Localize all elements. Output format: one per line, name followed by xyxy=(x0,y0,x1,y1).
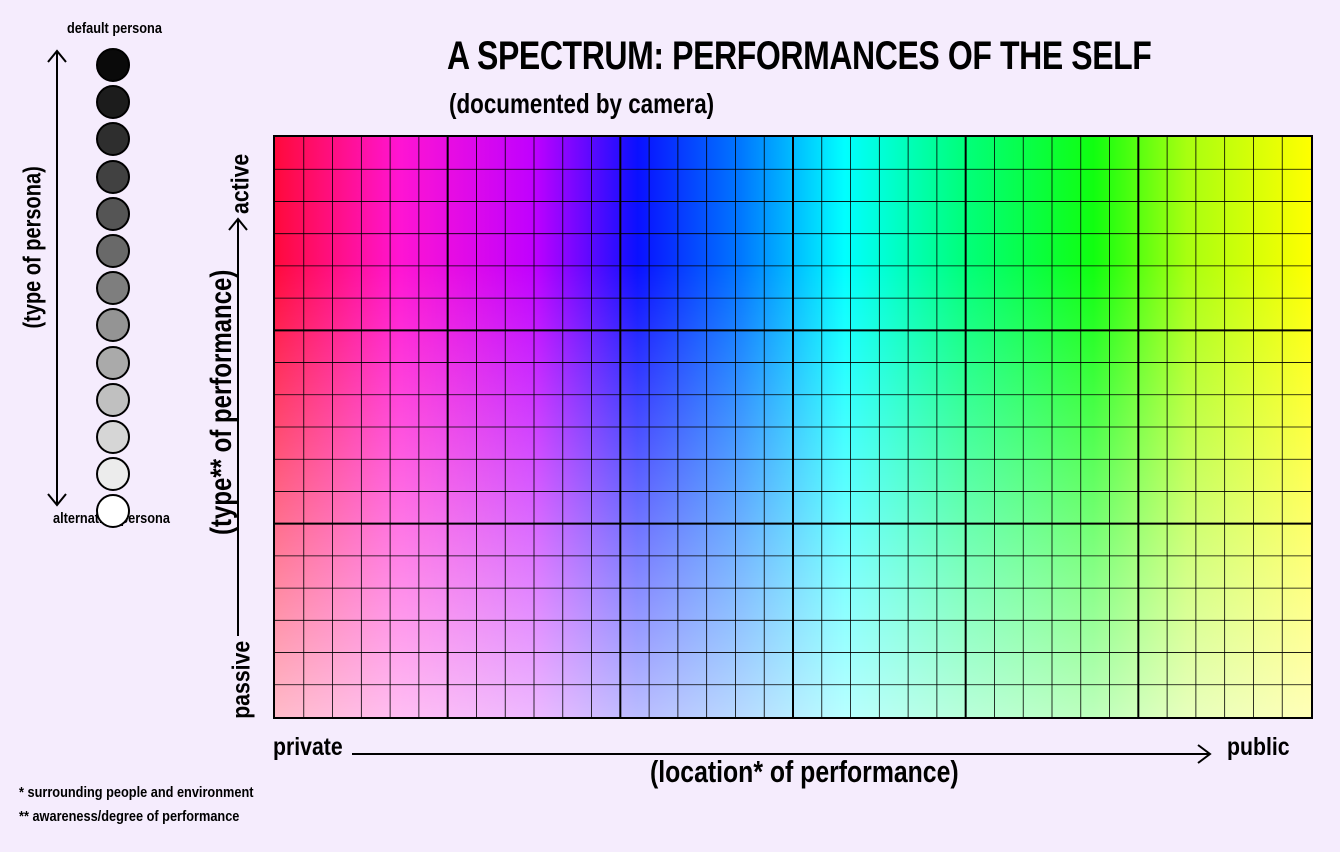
persona-axis-label: (type of persona) xyxy=(18,166,47,329)
persona-circle xyxy=(96,345,130,380)
x-axis-label: (location* of performance) xyxy=(650,754,959,789)
footnote-2: ** awareness/degree of performance xyxy=(19,808,240,825)
persona-arrow xyxy=(47,49,67,507)
persona-circle xyxy=(96,271,130,306)
persona-circle xyxy=(96,494,130,529)
persona-circles xyxy=(96,48,130,531)
default-persona-label: default persona xyxy=(67,20,162,37)
persona-circle xyxy=(96,122,130,157)
persona-circle xyxy=(96,308,130,343)
spectrum-grid xyxy=(273,135,1313,719)
persona-circle xyxy=(96,196,130,231)
x-axis-left-label: private xyxy=(273,733,343,761)
persona-circle xyxy=(96,159,130,194)
y-axis-top-label: active xyxy=(226,153,255,214)
y-axis-bottom-label: passive xyxy=(227,640,256,719)
persona-circle xyxy=(96,48,130,82)
footnote-1: * surrounding people and environment xyxy=(19,784,254,801)
persona-circle xyxy=(96,457,130,492)
persona-circle xyxy=(96,85,130,120)
diagram-title: A SPECTRUM: PERFORMANCES OF THE SELF xyxy=(447,34,1152,78)
x-axis-right-label: public xyxy=(1227,733,1290,761)
persona-circle xyxy=(96,382,130,417)
grid-lines xyxy=(275,137,1311,717)
x-axis-arrow xyxy=(352,744,1212,764)
y-axis-arrow xyxy=(228,217,248,636)
persona-circle xyxy=(96,419,130,454)
persona-circle xyxy=(96,233,130,268)
diagram-subtitle: (documented by camera) xyxy=(449,88,715,119)
